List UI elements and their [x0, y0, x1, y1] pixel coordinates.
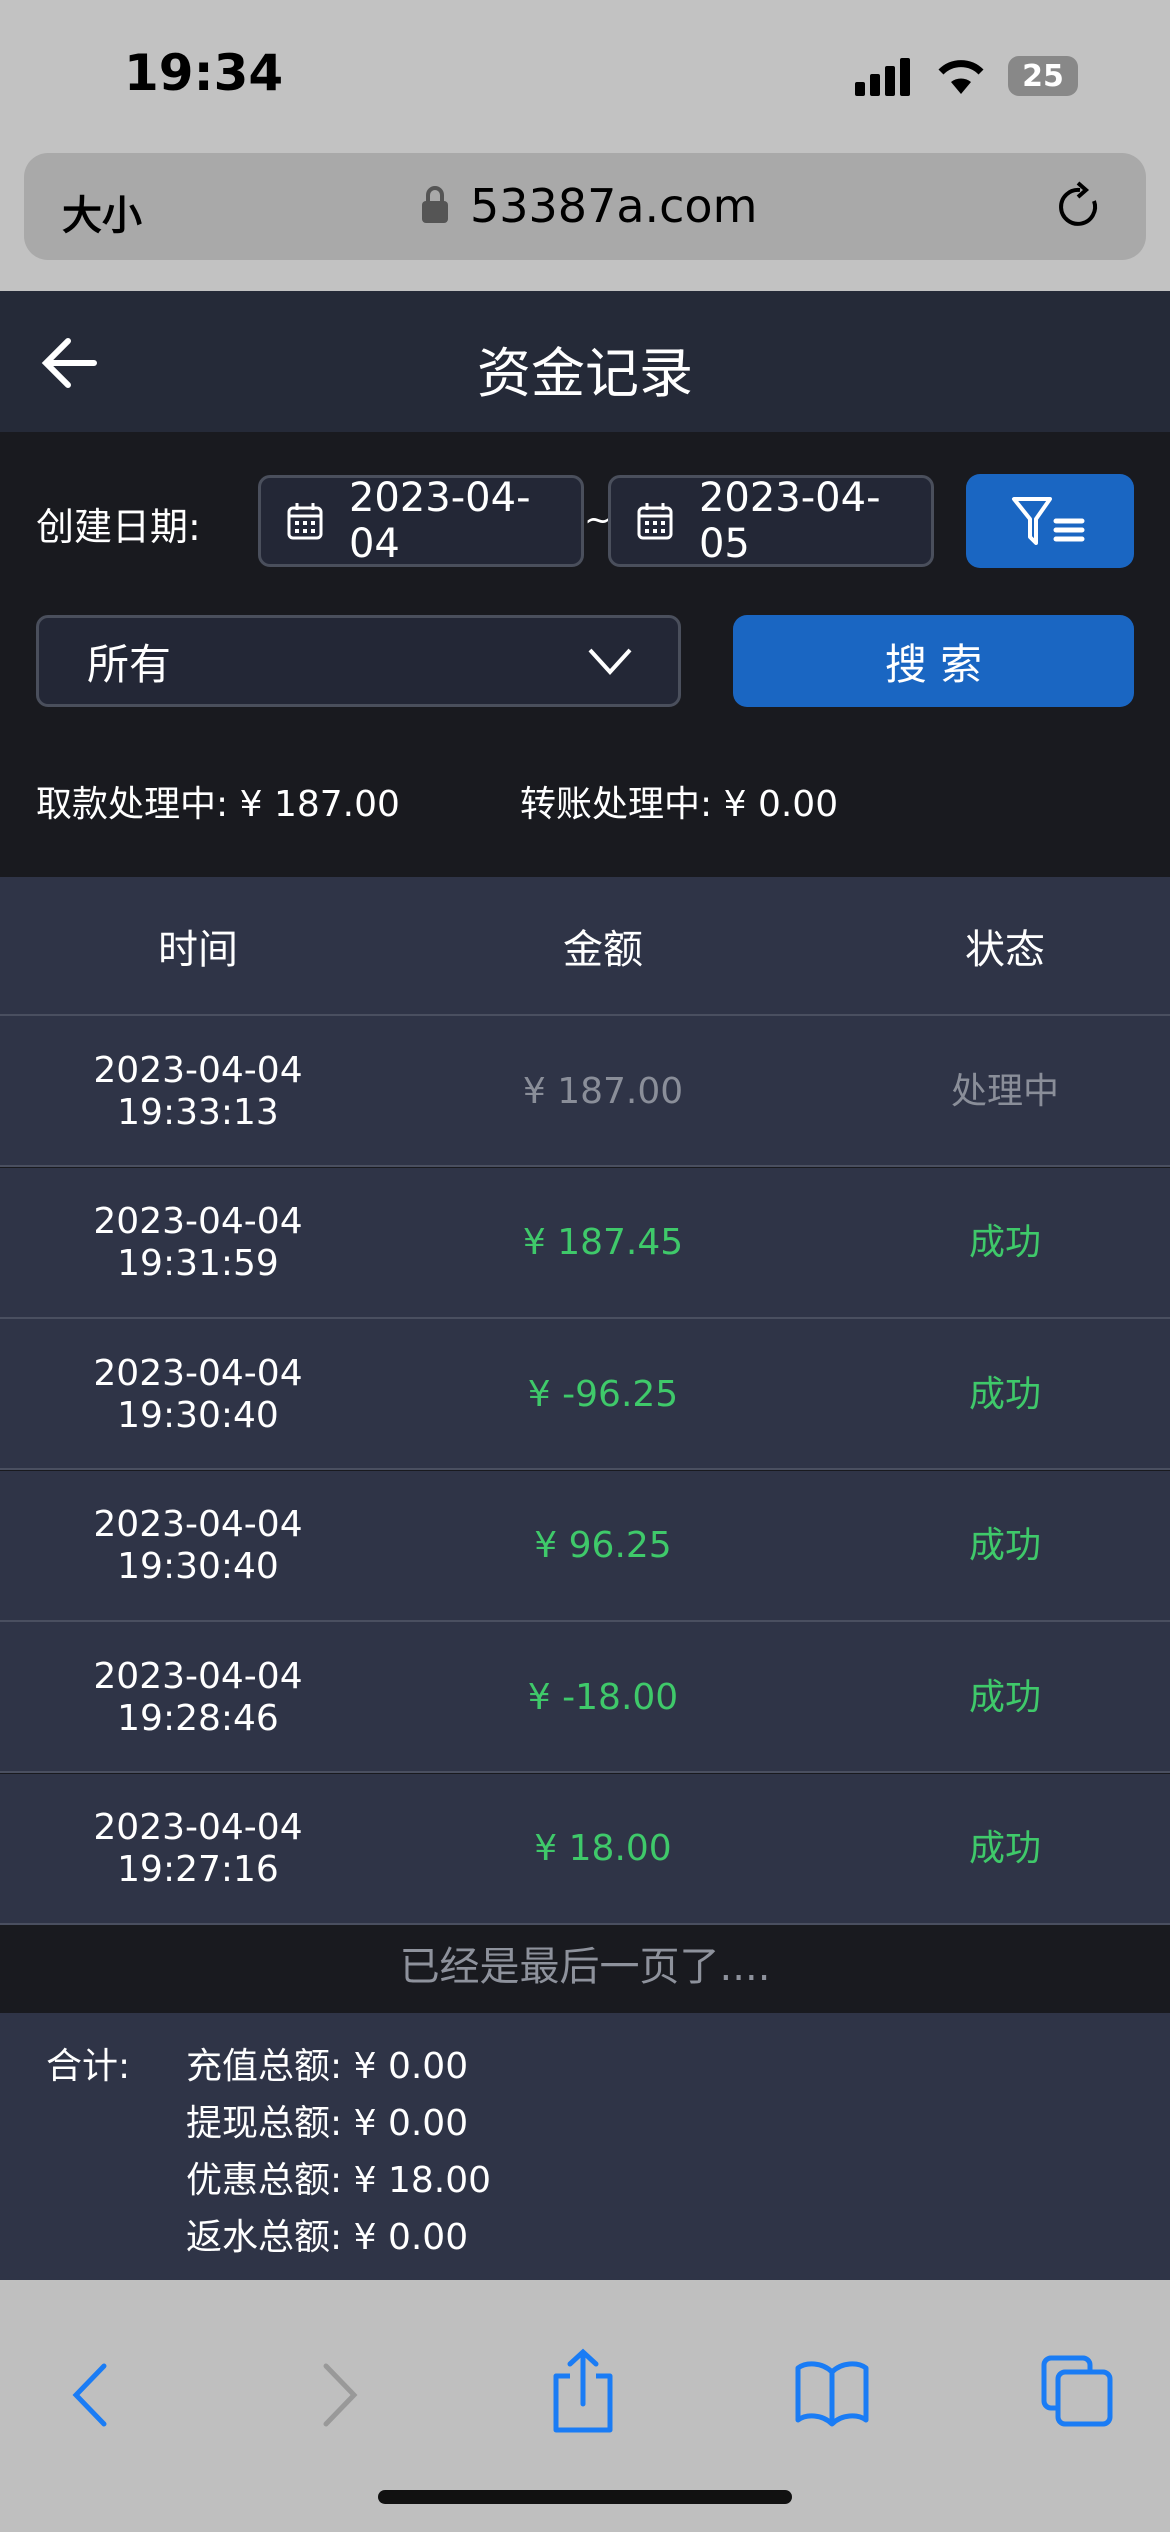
- forward-icon[interactable]: [316, 2360, 366, 2430]
- calendar-icon: [287, 503, 323, 540]
- status-time: 19:34: [124, 44, 284, 102]
- row-time: 2023-04-04 19:30:40: [93, 1504, 303, 1587]
- table-row[interactable]: 2023-04-04 19:31:59 ¥ 187.45 成功: [0, 1167, 1170, 1319]
- row-status: 处理中: [950, 1070, 1059, 1112]
- page-header: 资金记录: [0, 291, 1170, 432]
- row-amount: ¥ -18.00: [527, 1676, 679, 1718]
- filter-icon: [1012, 497, 1085, 545]
- row-time: 2023-04-04 19:28:46: [93, 1655, 303, 1739]
- row-amount: ¥ 96.25: [534, 1525, 672, 1566]
- search-button[interactable]: 搜 索: [733, 615, 1134, 707]
- row-status: 成功: [968, 1828, 1041, 1869]
- wifi-icon: [938, 60, 984, 94]
- table-row[interactable]: 2023-04-04 19:30:40 ¥ 96.25 成功: [0, 1470, 1170, 1622]
- row-status: 成功: [968, 1525, 1041, 1566]
- chevron-down-icon: [588, 648, 632, 675]
- end-date-value: 2023-04-05: [698, 475, 881, 567]
- end-date-input[interactable]: 2023-04-05: [608, 475, 934, 567]
- reload-icon[interactable]: [1054, 181, 1106, 233]
- summary-item: 提现总额: ¥ 0.00: [186, 2103, 469, 2144]
- url-text[interactable]: 53387a.com: [470, 179, 758, 233]
- bookmarks-icon[interactable]: [792, 2358, 872, 2428]
- calendar-icon: [637, 503, 673, 540]
- start-date-value: 2023-04-04: [348, 475, 531, 567]
- header-status: 状态: [965, 927, 1045, 973]
- signal-icon: [855, 58, 910, 96]
- table-row[interactable]: 2023-04-04 19:28:46 ¥ -18.00 成功: [0, 1622, 1170, 1773]
- lock-icon: [422, 186, 448, 223]
- date-label: 创建日期:: [36, 505, 201, 549]
- home-indicator: [378, 2490, 792, 2504]
- summary-label: 合计:: [46, 2046, 131, 2087]
- date-separator: ~: [584, 500, 613, 540]
- row-time: 2023-04-04 19:30:40: [93, 1352, 303, 1436]
- last-page-notice: 已经是最后一页了....: [399, 1944, 771, 1990]
- page-title: 资金记录: [477, 342, 693, 405]
- row-status: 成功: [968, 1222, 1041, 1263]
- summary-item: 充值总额: ¥ 0.00: [186, 2046, 469, 2087]
- row-amount: ¥ -96.25: [527, 1373, 679, 1415]
- row-amount: ¥ 187.45: [522, 1222, 684, 1263]
- table-row[interactable]: 2023-04-04 19:27:16 ¥ 18.00 成功: [0, 1773, 1170, 1925]
- row-amount: ¥ 187.00: [522, 1070, 684, 1112]
- row-time: 2023-04-04 19:31:59: [93, 1201, 303, 1284]
- summary-item: 优惠总额: ¥ 18.00: [186, 2160, 492, 2201]
- start-date-input[interactable]: 2023-04-04: [258, 475, 584, 567]
- address-bar[interactable]: 大小 53387a.com: [24, 153, 1146, 260]
- browser-toolbar: [0, 2280, 1170, 2532]
- arrow-left-icon[interactable]: [40, 333, 100, 393]
- back-icon[interactable]: [64, 2360, 114, 2430]
- type-select-value: 所有: [87, 639, 172, 689]
- summary-panel: 合计: 充值总额: ¥ 0.00 提现总额: ¥ 0.00 优惠总额: ¥ 18.0…: [0, 2013, 1170, 2280]
- status-bar: 19:34 25: [0, 0, 1170, 145]
- row-amount: ¥ 18.00: [534, 1828, 672, 1869]
- transfer-processing: 转账处理中: ¥ 0.00: [520, 784, 839, 825]
- row-time: 2023-04-04 19:27:16: [93, 1807, 303, 1890]
- withdraw-processing: 取款处理中: ¥ 187.00: [36, 784, 400, 825]
- header-amount: 金额: [563, 927, 643, 973]
- text-size-button[interactable]: 大小: [62, 193, 142, 239]
- tabs-icon[interactable]: [1040, 2354, 1116, 2430]
- table-header: 时间 金额 状态: [0, 877, 1170, 1016]
- row-status: 成功: [968, 1676, 1041, 1718]
- table-row[interactable]: 2023-04-04 19:30:40 ¥ -96.25 成功: [0, 1319, 1170, 1470]
- row-status: 成功: [968, 1373, 1041, 1415]
- header-time: 时间: [158, 927, 238, 973]
- type-select[interactable]: 所有: [36, 615, 681, 707]
- summary-item: 返水总额: ¥ 0.00: [186, 2217, 469, 2258]
- table-row[interactable]: 2023-04-04 19:33:13 ¥ 187.00 处理中: [0, 1016, 1170, 1167]
- battery-icon: 25: [1008, 56, 1078, 96]
- filter-button[interactable]: [966, 474, 1134, 568]
- row-time: 2023-04-04 19:33:13: [93, 1049, 303, 1133]
- share-icon[interactable]: [548, 2348, 618, 2434]
